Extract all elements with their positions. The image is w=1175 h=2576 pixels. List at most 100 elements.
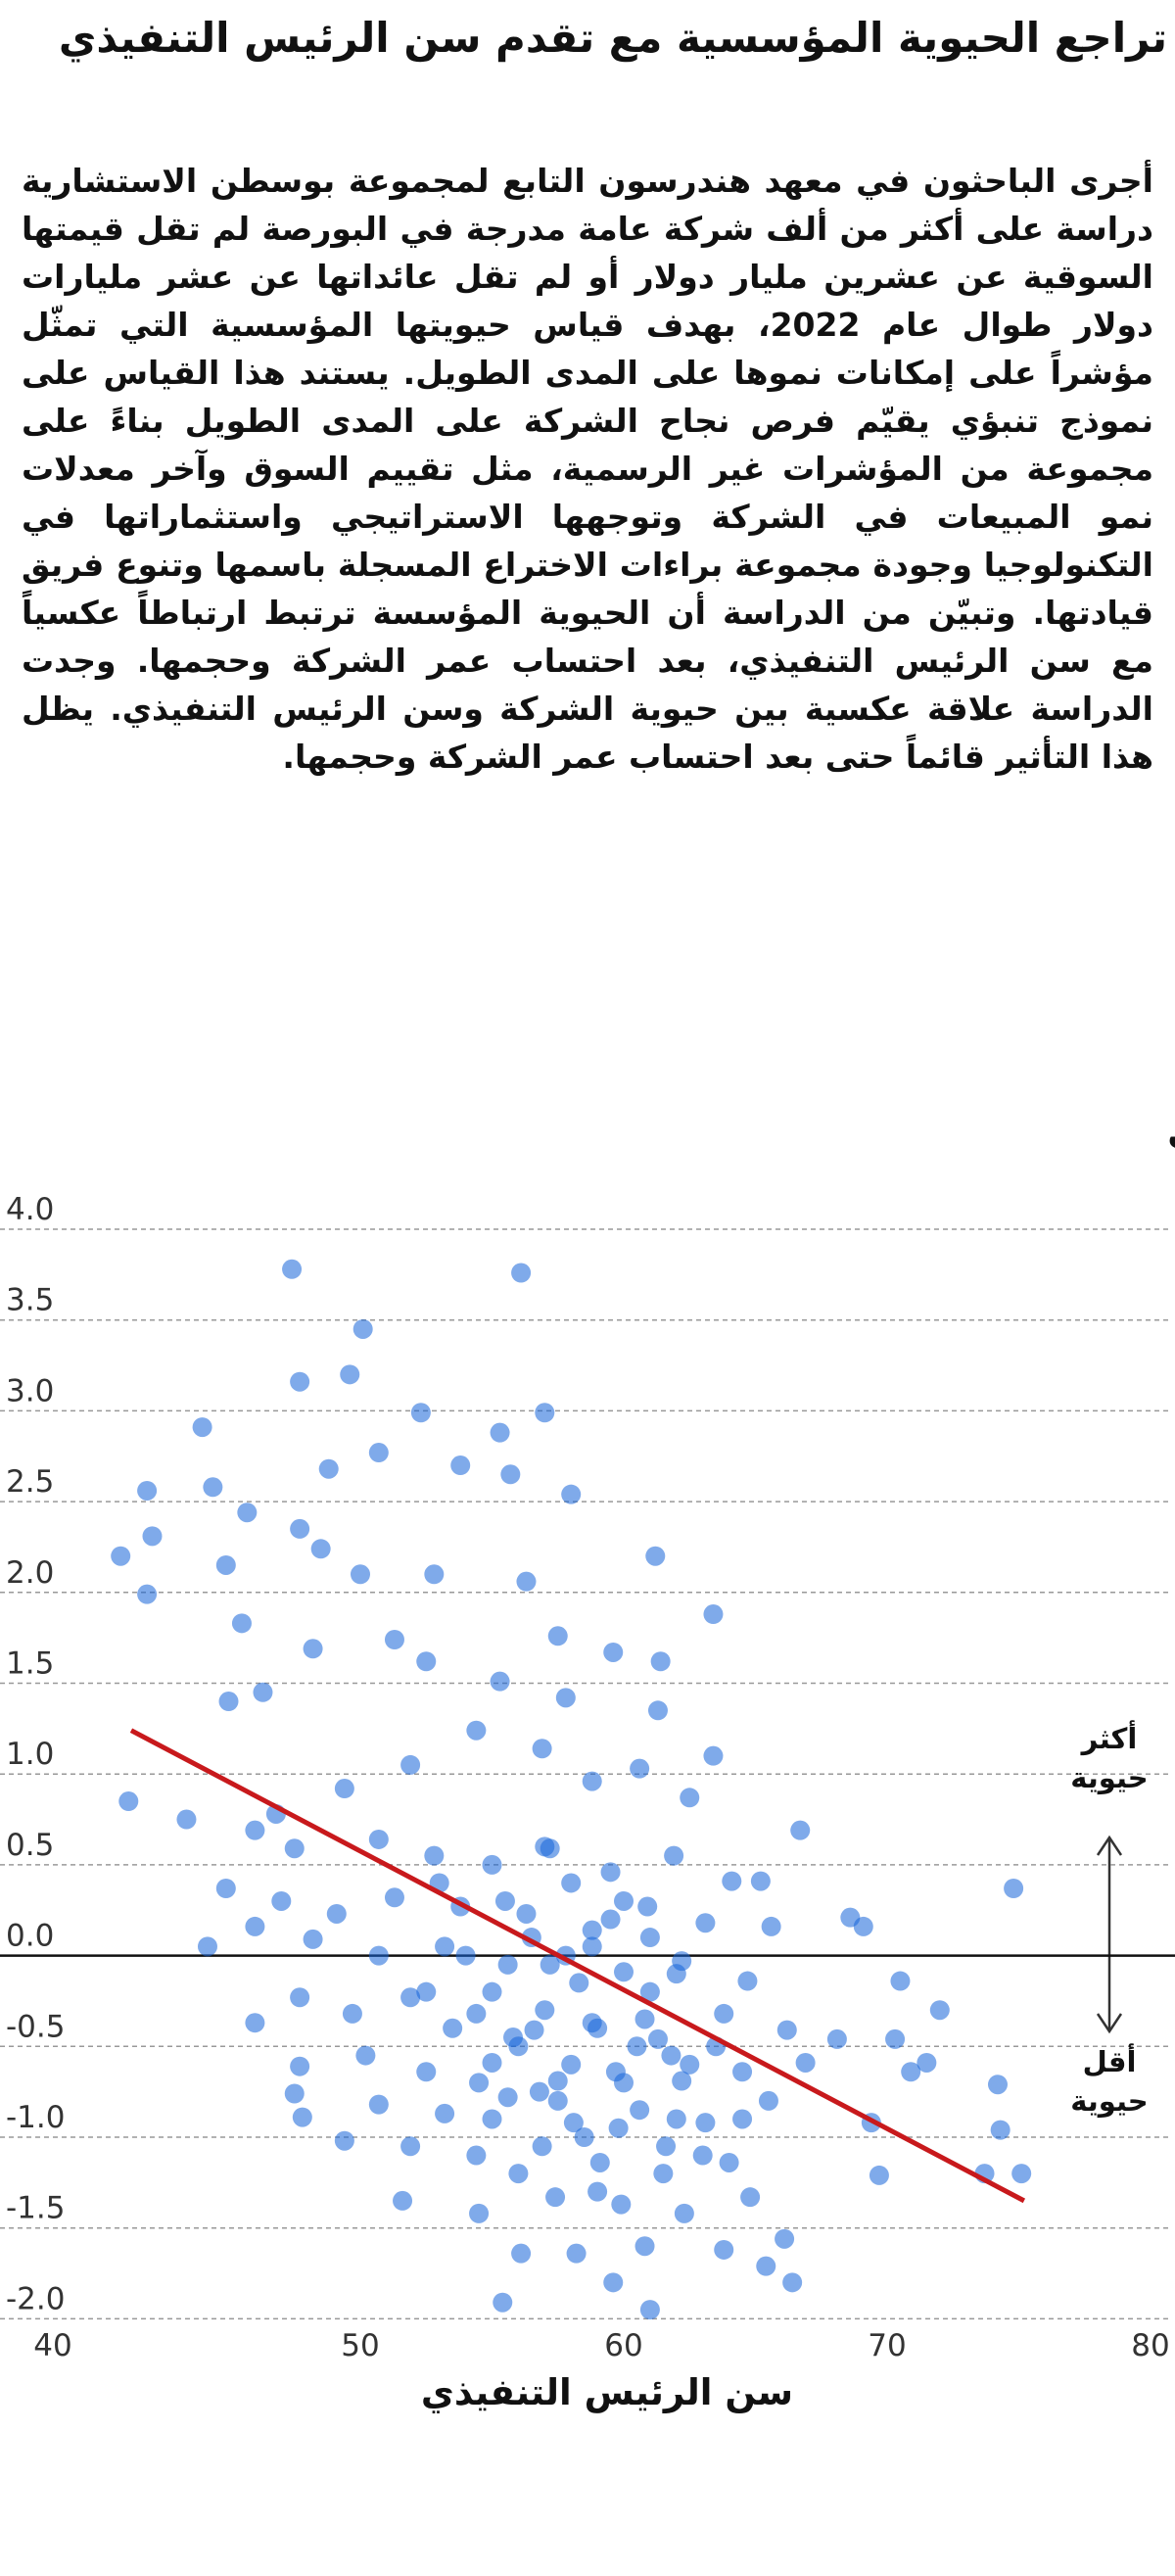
point (890, 1971, 911, 1991)
point (292, 2107, 312, 2127)
point (245, 1916, 265, 1936)
point (547, 1626, 568, 1646)
point (368, 2094, 389, 2115)
point (782, 2272, 803, 2293)
x-tick-label: 50 (341, 2328, 379, 2363)
point (351, 1564, 370, 1585)
point (400, 1987, 421, 2008)
point (695, 2113, 716, 2133)
point (469, 2073, 490, 2093)
page-title: تراجع الحيوية المؤسسية مع تقدم سن الرئيس… (58, 14, 1167, 62)
point (758, 2090, 778, 2111)
point (582, 1936, 602, 1957)
y-tick-label: -0.5 (6, 2009, 66, 2044)
point (547, 2071, 568, 2091)
point (500, 1464, 521, 1485)
point (634, 2236, 655, 2257)
point (532, 2136, 552, 2157)
direction-arrow (1096, 1835, 1123, 2034)
point (916, 2052, 937, 2073)
point (535, 2000, 555, 2021)
point (582, 1920, 602, 1940)
y-tick-label: 0.5 (6, 1828, 54, 1863)
y-tick-label: 3.5 (6, 1283, 54, 1318)
point (561, 1484, 582, 1504)
point (482, 1854, 502, 1875)
point (215, 1879, 236, 1899)
point (245, 1820, 265, 1840)
point (137, 1480, 158, 1501)
point (290, 1987, 310, 2008)
point (653, 2164, 674, 2184)
point (218, 1692, 239, 1712)
point (334, 1779, 354, 1799)
chart-title: درجة الحيوية المؤسسية بحسب سن الرئيس الت… (1167, 1109, 1175, 1154)
point (410, 1403, 431, 1423)
point (563, 2113, 584, 2133)
body-paragraph: أجرى الباحثون في معهد هندرسون التابع لمج… (22, 162, 1153, 776)
point (661, 2045, 682, 2066)
point (901, 2062, 921, 2082)
point (666, 2109, 686, 2129)
point (692, 2145, 713, 2166)
point (215, 1554, 236, 1575)
point (334, 2130, 354, 2151)
point (722, 1871, 742, 1891)
point (574, 2127, 594, 2147)
point (400, 2136, 421, 2157)
point (424, 1564, 445, 1585)
point (400, 1754, 421, 1775)
point (290, 1518, 310, 1539)
x-tick-label: 60 (604, 2328, 642, 2363)
x-tick-label: 40 (33, 2328, 71, 2363)
point (284, 1838, 305, 1859)
point (637, 1896, 658, 1917)
point (111, 1546, 131, 1566)
point (775, 2228, 795, 2249)
point (703, 1745, 724, 1766)
point (137, 1584, 158, 1604)
point (719, 2152, 739, 2172)
point (776, 2020, 797, 2040)
point (532, 1739, 552, 1759)
point (987, 2075, 1008, 2095)
y-tick-label: -1.5 (6, 2191, 66, 2226)
point (290, 2056, 310, 2076)
annotation: أكثر حيوية (1070, 1722, 1149, 1794)
point (608, 2118, 629, 2138)
trend-line (129, 1728, 1026, 2204)
point (368, 1443, 389, 1463)
point (614, 1890, 634, 1911)
point (645, 1546, 666, 1566)
point (634, 2009, 655, 2029)
point (656, 2136, 677, 2157)
point (443, 2018, 463, 2038)
point (416, 2062, 437, 2082)
point (555, 1688, 576, 1708)
point (503, 2027, 524, 2048)
point (482, 2052, 502, 2073)
point (342, 2003, 362, 2024)
point (511, 2243, 532, 2264)
point (368, 1829, 389, 1849)
point (714, 2239, 734, 2260)
point (482, 2109, 502, 2129)
point (516, 1571, 537, 1592)
point (524, 2020, 544, 2040)
point (639, 2300, 660, 2320)
point (627, 2036, 647, 2057)
point (561, 1873, 582, 1893)
point (582, 1771, 602, 1791)
point (756, 2256, 776, 2276)
point (282, 1259, 303, 1279)
point (482, 1981, 502, 2002)
point (1004, 1879, 1024, 1899)
points (111, 1259, 1032, 2320)
y-tick-label: 2.0 (6, 1555, 54, 1591)
point (197, 1936, 217, 1957)
point (600, 1862, 621, 1883)
point (600, 1909, 621, 1930)
point (703, 1604, 724, 1625)
point (435, 2103, 455, 2123)
